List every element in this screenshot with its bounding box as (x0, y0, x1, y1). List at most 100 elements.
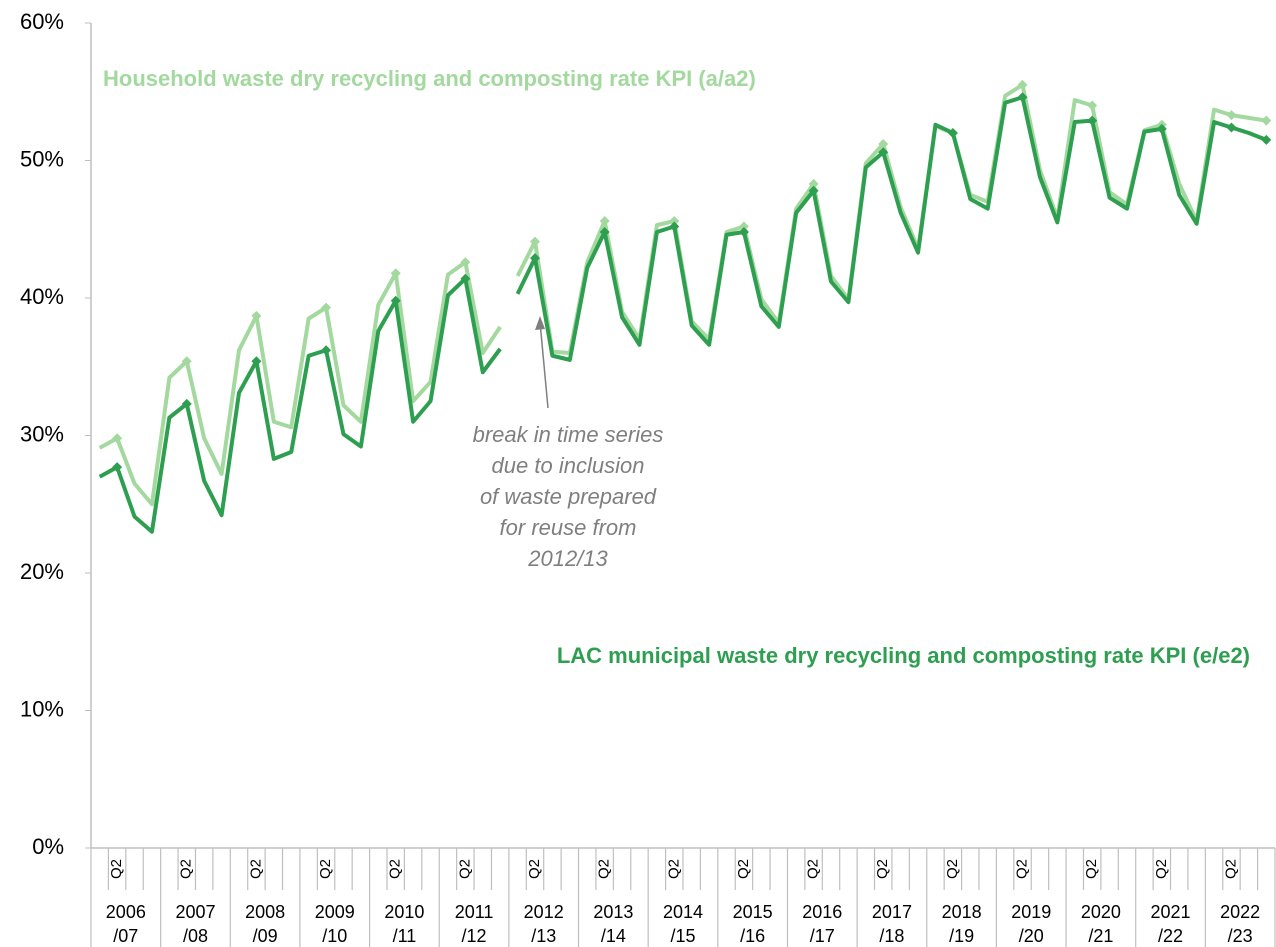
year-label: 2010 (384, 902, 424, 922)
x-tick-label: Q2 (1222, 859, 1239, 879)
marker (878, 147, 889, 158)
series-line (98, 260, 502, 507)
marker (460, 273, 471, 284)
y-tick-label: 0% (32, 834, 64, 859)
y-tick-label: 20% (20, 559, 64, 584)
year-label: 2012 (524, 902, 564, 922)
year-label: /07 (113, 926, 138, 946)
series-line (515, 95, 1268, 362)
y-tick-label: 50% (20, 146, 64, 171)
marker (321, 345, 332, 356)
y-tick-label: 40% (20, 284, 64, 309)
year-label: 2022 (1220, 902, 1260, 922)
x-tick-label: Q2 (108, 859, 125, 879)
marker (947, 128, 958, 138)
marker (738, 221, 749, 232)
marker (1017, 92, 1028, 103)
year-label: 2009 (315, 902, 355, 922)
x-tick-label: Q2 (178, 859, 195, 879)
year-label: 2008 (245, 902, 285, 922)
x-tick-label: Q2 (1013, 859, 1030, 879)
year-label: /08 (183, 926, 208, 946)
x-tick-label: Q2 (596, 859, 613, 879)
marker (112, 433, 123, 444)
y-tick-label: 10% (20, 696, 64, 721)
x-tick-label: Q2 (456, 859, 473, 879)
marker (738, 227, 749, 237)
marker (1017, 79, 1028, 90)
marker (112, 462, 123, 473)
year-label: /19 (949, 926, 974, 946)
x-tick-label: Q2 (1083, 859, 1100, 879)
annotation: of waste prepared (480, 484, 657, 509)
x-tick-label: Q2 (526, 859, 543, 879)
marker (599, 227, 610, 237)
year-label: /17 (810, 926, 835, 946)
x-tick-label: Q2 (387, 859, 404, 879)
marker (1261, 115, 1272, 126)
marker (321, 302, 332, 313)
marker (390, 268, 401, 279)
x-tick-label: Q2 (665, 859, 682, 879)
x-tick-label: Q2 (317, 859, 334, 879)
year-label: 2018 (942, 902, 982, 922)
marker (1087, 100, 1098, 111)
y-tick-label: 60% (20, 9, 64, 34)
marker (251, 310, 262, 321)
marker (808, 178, 819, 189)
x-tick-label: Q2 (247, 859, 264, 879)
year-label: 2015 (733, 902, 773, 922)
annotation-arrowhead (535, 316, 545, 330)
marker (808, 185, 819, 196)
x-tick-label: Q2 (1153, 859, 1170, 879)
x-tick-label: Q2 (874, 859, 891, 879)
marker (669, 221, 680, 232)
year-label: 2006 (106, 902, 146, 922)
annotation-arrow (539, 321, 549, 409)
x-tick-label: Q2 (805, 859, 822, 879)
annotation: 2012/13 (527, 546, 608, 571)
annotation: due to inclusion (492, 453, 645, 478)
series-label: Household waste dry recycling and compos… (103, 66, 756, 91)
marker (1226, 110, 1237, 121)
year-label: /09 (253, 926, 278, 946)
year-label: /18 (879, 926, 904, 946)
year-label: /20 (1019, 926, 1044, 946)
marker (1087, 115, 1098, 126)
year-label: /10 (322, 926, 347, 946)
year-label: 2011 (455, 902, 494, 922)
marker (251, 356, 262, 367)
marker (530, 253, 540, 264)
year-label: 2014 (663, 902, 703, 922)
y-tick-label: 30% (20, 421, 64, 446)
series-line (98, 276, 502, 534)
year-label: 2019 (1011, 902, 1051, 922)
year-label: /22 (1158, 926, 1183, 946)
marker (599, 216, 610, 226)
year-label: /12 (462, 926, 487, 946)
marker (1156, 123, 1167, 134)
marker (181, 398, 192, 409)
marker (878, 139, 889, 149)
marker (1261, 134, 1272, 145)
marker (669, 216, 680, 226)
year-label: /14 (601, 926, 626, 946)
year-label: 2007 (175, 902, 215, 922)
marker (1226, 122, 1237, 133)
year-label: /23 (1228, 926, 1253, 946)
year-label: /13 (531, 926, 556, 946)
year-label: 2016 (802, 902, 842, 922)
year-label: 2021 (1151, 902, 1191, 922)
marker (460, 257, 471, 268)
year-label: /15 (670, 926, 695, 946)
year-label: /21 (1088, 926, 1113, 946)
year-label: 2020 (1081, 902, 1121, 922)
x-tick-label: Q2 (735, 859, 752, 879)
marker (390, 295, 401, 306)
annotation: break in time series (473, 422, 664, 447)
series-line (515, 82, 1267, 355)
annotation: for reuse from (500, 515, 637, 540)
year-label: /16 (740, 926, 765, 946)
year-label: 2013 (593, 902, 633, 922)
